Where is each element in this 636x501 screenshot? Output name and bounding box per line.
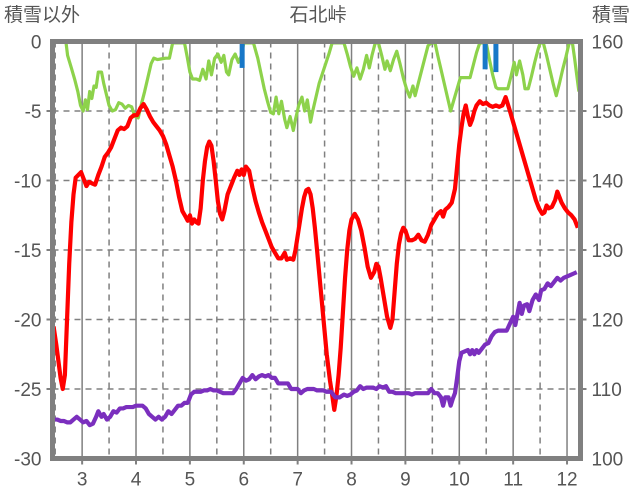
series-line-purple-lower <box>53 270 578 428</box>
left-axis-series-label: 積雪以外 <box>4 5 81 26</box>
y-axis-right-label-3: 130 <box>592 241 624 262</box>
y-axis-right-label-5: 110 <box>592 380 622 401</box>
axis-tick-labels: 0 -5 -10 -15 -20 -25 -30 160 150 140 130 120 110 100 3… <box>14 33 623 491</box>
axis-tick-marks <box>46 110 587 465</box>
event-markers-group <box>239 41 499 73</box>
x-axis-label-7: 10 <box>449 470 470 491</box>
y-axis-left-label-2: -10 <box>14 172 41 193</box>
y-axis-left-label-4: -20 <box>14 311 41 332</box>
y-axis-right-label-2: 140 <box>592 172 624 193</box>
x-axis-label-1: 4 <box>131 470 142 491</box>
x-axis-label-9: 12 <box>556 470 577 491</box>
y-axis-right-label-1: 150 <box>592 102 624 123</box>
page-title: 石北峠 <box>289 5 347 26</box>
y-axis-right-label-6: 100 <box>592 450 624 471</box>
x-axis-label-5: 8 <box>346 470 357 491</box>
y-axis-right-label-4: 120 <box>592 311 624 332</box>
y-axis-left-label-6: -30 <box>14 450 41 471</box>
x-axis-label-8: 11 <box>503 470 523 491</box>
data-series-group <box>51 40 581 428</box>
y-axis-left-label-3: -15 <box>14 241 41 262</box>
x-axis-label-3: 6 <box>238 470 249 491</box>
x-axis-label-0: 3 <box>77 470 88 491</box>
x-axis-label-6: 9 <box>400 470 411 491</box>
y-axis-left-label-0: 0 <box>31 33 42 54</box>
right-axis-series-label: 積雪 <box>591 5 630 26</box>
y-axis-left-label-5: -25 <box>14 380 41 401</box>
y-axis-right-label-0: 160 <box>592 33 624 54</box>
series-line-red-middle <box>51 95 580 412</box>
x-axis-label-2: 5 <box>185 470 196 491</box>
x-axis-label-4: 7 <box>292 470 303 491</box>
y-axis-left-label-1: -5 <box>25 102 42 123</box>
